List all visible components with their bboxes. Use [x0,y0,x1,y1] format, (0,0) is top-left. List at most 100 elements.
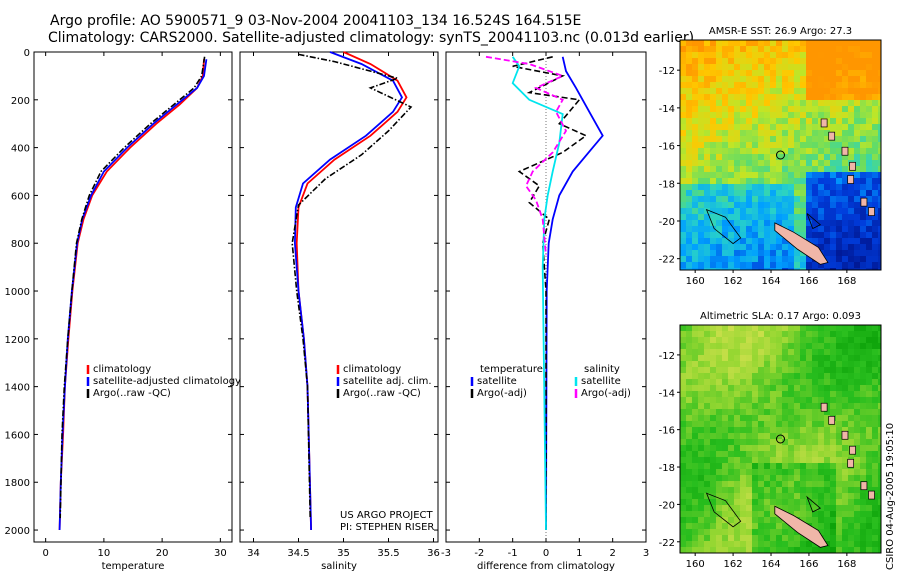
map-cell [686,337,693,344]
map-cell [734,535,741,542]
map-cell [830,511,837,518]
map-cell [686,220,693,227]
map-cell [866,349,873,356]
map-cell [764,142,771,149]
map-cell [794,208,801,215]
map-cell [794,379,801,386]
map-cell [740,349,747,356]
map-cell [824,196,831,203]
map-cell [872,517,879,524]
map-cell [794,541,801,548]
map-cell [866,214,873,221]
map-cell [734,397,741,404]
map-cell [746,58,753,65]
map-cell [752,511,759,518]
map-cell [692,379,699,386]
map-cell [740,100,747,107]
map-cell [830,244,837,251]
map-cell [878,94,881,101]
map-cell [722,349,729,356]
map-cell [704,76,711,83]
map-cell [692,481,699,488]
map-cell [830,118,837,125]
map-cell [842,391,849,398]
map-cell [734,142,741,149]
map-cell [686,523,693,530]
map-cell [728,385,735,392]
map-cell [830,379,837,386]
map-cell [854,214,861,221]
map-cell [728,421,735,428]
map-cell [740,337,747,344]
map-cell [740,445,747,452]
map-cell [740,220,747,227]
map-cell [752,214,759,221]
map-cell [788,535,795,542]
map-cell [692,385,699,392]
map-cell [854,373,861,380]
map-cell [722,208,729,215]
map-cell [806,427,813,434]
map-cell [806,64,813,71]
map-cell [704,214,711,221]
map-cell [728,433,735,440]
map-cell [878,481,881,488]
map-cell [878,439,881,446]
legend-label: Argo(..raw -QC) [343,388,421,399]
map-cell [824,367,831,374]
map-cell [728,178,735,185]
map-cell [728,403,735,410]
map-cell [770,355,777,362]
map-cell [692,88,699,95]
map-cell [836,535,843,542]
map-cell [764,433,771,440]
map-cell [848,58,855,65]
map-cell [746,505,753,512]
map-cell [740,268,747,270]
map-cell [728,397,735,404]
map-cell [770,76,777,83]
map-cell [824,475,831,482]
map-cell [860,214,867,221]
map-cell [812,166,819,173]
map-cell [812,427,819,434]
map-cell [710,427,717,434]
map-cell [860,457,867,464]
map-cell [686,349,693,356]
map-cell [866,343,873,350]
map-cell [776,136,783,143]
map-cell [752,535,759,542]
map-cell [752,361,759,368]
map-cell [686,250,693,257]
map-cell [734,76,741,83]
map-cell [734,379,741,386]
map-cell [764,70,771,77]
map-cell [794,250,801,257]
map-cell [878,172,881,179]
map-cell [710,349,717,356]
map-cell [680,547,687,553]
map-cell [698,232,705,239]
map-cell [818,214,825,221]
x-tick-label: 162 [724,276,743,287]
map-cell [680,427,687,434]
map-cell [722,196,729,203]
map-cell [716,541,723,548]
map-cell [734,256,741,263]
map-cell [692,160,699,167]
map-cell [782,52,789,59]
map-cell [866,361,873,368]
map-cell [776,268,783,270]
map-cell [830,355,837,362]
map-cell [836,106,843,113]
map-cell [872,130,879,137]
map-cell [728,355,735,362]
map-cell [842,475,849,482]
map-cell [788,415,795,422]
map-cell [710,88,717,95]
map-cell [878,46,881,53]
map-cell [830,523,837,530]
map-cell [692,409,699,416]
map-cell [848,397,855,404]
